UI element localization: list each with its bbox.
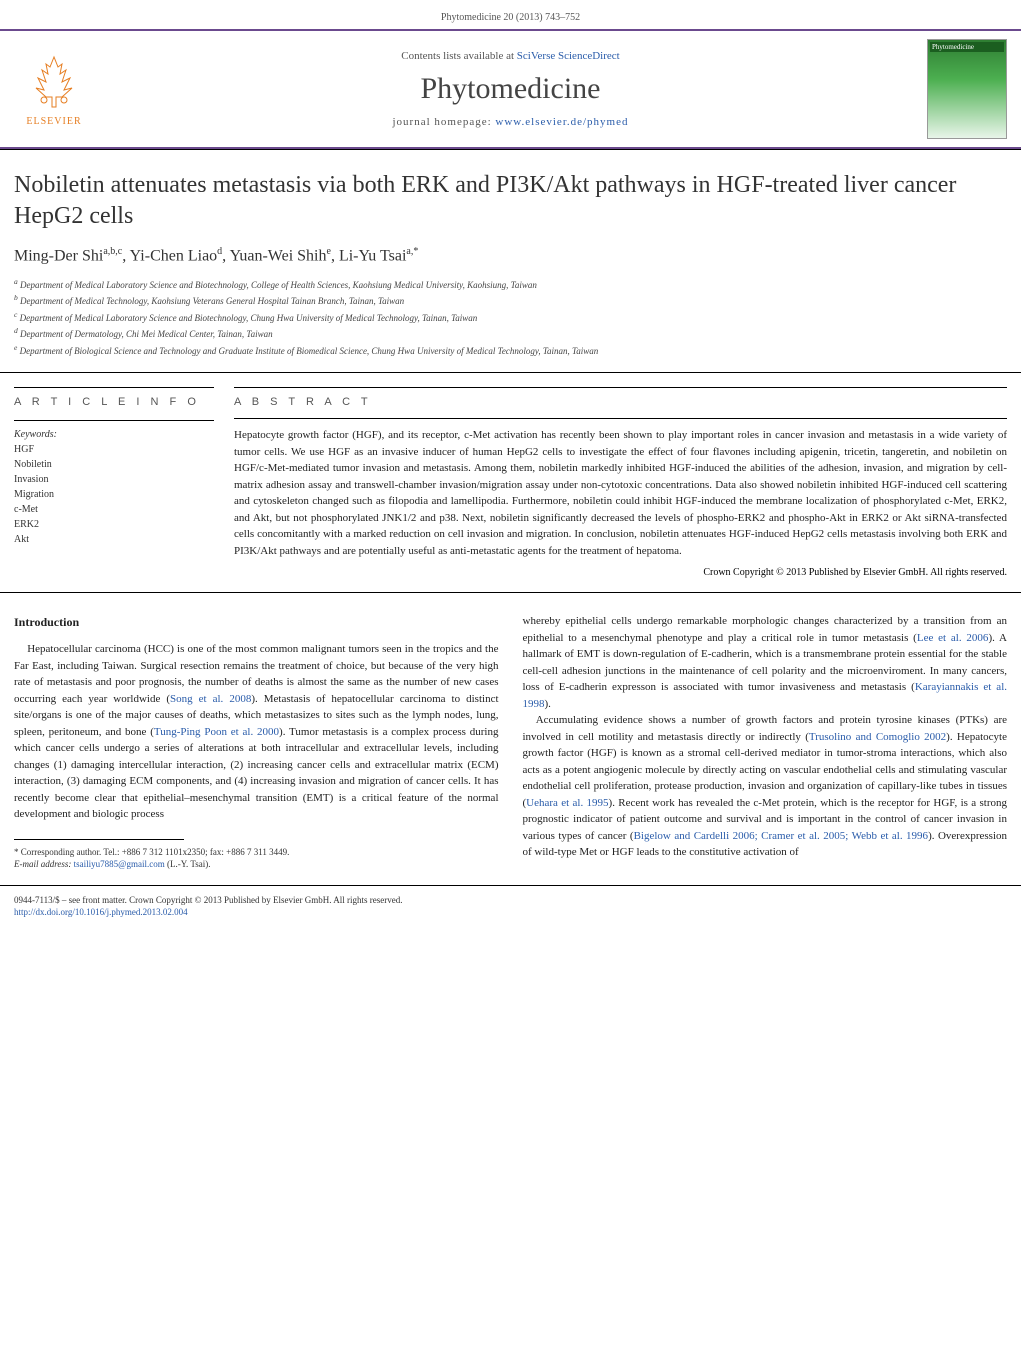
citation-link[interactable]: Lee et al. 2006 (917, 632, 989, 644)
author-sup: a,* (406, 246, 418, 257)
email-label: E-mail address: (14, 859, 74, 869)
citation-link[interactable]: Uehara et al. 1995 (526, 797, 608, 809)
keyword: ERK2 (14, 517, 214, 532)
column-right: whereby epithelial cells undergo remarka… (523, 613, 1008, 871)
introduction-heading: Introduction (14, 613, 499, 631)
keywords-list: HGF Nobiletin Invasion Migration c-Met E… (14, 442, 214, 547)
paragraph: Accumulating evidence shows a number of … (523, 712, 1008, 861)
author: Yi-Chen Liao (130, 248, 218, 265)
corresponding-author-footnote: * Corresponding author. Tel.: +886 7 312… (14, 846, 499, 871)
citation-link[interactable]: Bigelow and Cardelli 2006; Cramer et al.… (634, 830, 928, 842)
page-footer: 0944-7113/$ – see front matter. Crown Co… (0, 885, 1021, 927)
keyword: Migration (14, 487, 214, 502)
body-columns: Introduction Hepatocellular carcinoma (H… (0, 593, 1021, 885)
homepage-line: journal homepage: www.elsevier.de/phymed (94, 116, 927, 128)
homepage-prefix: journal homepage: (392, 116, 495, 128)
elsevier-tree-icon (24, 52, 84, 112)
article-info: A R T I C L E I N F O Keywords: HGF Nobi… (14, 387, 214, 578)
author-sup: e (327, 246, 331, 257)
publisher-name: ELSEVIER (26, 116, 81, 127)
affiliation: e Department of Biological Science and T… (14, 342, 1007, 359)
header-citation: Phytomedicine 20 (2013) 743–752 (0, 0, 1021, 29)
paragraph: Hepatocellular carcinoma (HCC) is one of… (14, 641, 499, 823)
article-title: Nobiletin attenuates metastasis via both… (14, 170, 1007, 232)
author-sup: d (217, 246, 222, 257)
affiliations: a Department of Medical Laboratory Scien… (14, 276, 1007, 359)
citation-link[interactable]: Trusolino and Comoglio 2002 (809, 731, 946, 743)
abstract-heading: A B S T R A C T (234, 396, 1007, 408)
info-abstract-row: A R T I C L E I N F O Keywords: HGF Nobi… (0, 373, 1021, 593)
journal-header: ELSEVIER Contents lists available at Sci… (0, 29, 1021, 149)
footnote-email-line: E-mail address: tsailiyu7885@gmail.com (… (14, 858, 499, 871)
keyword: Nobiletin (14, 457, 214, 472)
abstract-copyright: Crown Copyright © 2013 Published by Else… (234, 567, 1007, 578)
cover-label: Phytomedicine (930, 42, 1004, 52)
journal-name: Phytomedicine (94, 72, 927, 106)
paragraph: whereby epithelial cells undergo remarka… (523, 613, 1008, 712)
authors-line: Ming-Der Shia,b,c, Yi-Chen Liaod, Yuan-W… (14, 246, 1007, 265)
abstract-text: Hepatocyte growth factor (HGF), and its … (234, 427, 1007, 559)
author: Ming-Der Shi (14, 248, 103, 265)
author-sup: a,b,c (103, 246, 122, 257)
author: Yuan-Wei Shih (230, 248, 327, 265)
author: Li-Yu Tsai (339, 248, 406, 265)
email-link[interactable]: tsailiyu7885@gmail.com (74, 859, 165, 869)
publisher-logo: ELSEVIER (14, 44, 94, 134)
citation-link[interactable]: Tung-Ping Poon et al. 2000 (154, 726, 279, 738)
keyword: c-Met (14, 502, 214, 517)
homepage-link[interactable]: www.elsevier.de/phymed (495, 116, 628, 128)
keywords-label: Keywords: (14, 429, 214, 440)
journal-cover-thumbnail: Phytomedicine (927, 39, 1007, 139)
abstract-column: A B S T R A C T Hepatocyte growth factor… (234, 387, 1007, 578)
keyword: Akt (14, 532, 214, 547)
affiliation: a Department of Medical Laboratory Scien… (14, 276, 1007, 293)
keyword: HGF (14, 442, 214, 457)
footer-copyright: 0944-7113/$ – see front matter. Crown Co… (14, 894, 1007, 907)
footnote-contact: * Corresponding author. Tel.: +886 7 312… (14, 846, 499, 859)
article-info-heading: A R T I C L E I N F O (14, 396, 214, 408)
citation-link[interactable]: Song et al. 2008 (170, 693, 251, 705)
affiliation: b Department of Medical Technology, Kaoh… (14, 292, 1007, 309)
column-left: Introduction Hepatocellular carcinoma (H… (14, 613, 499, 871)
sciencedirect-link[interactable]: SciVerse ScienceDirect (517, 50, 620, 62)
affiliation: d Department of Dermatology, Chi Mei Med… (14, 325, 1007, 342)
title-section: Nobiletin attenuates metastasis via both… (0, 149, 1021, 373)
contents-prefix: Contents lists available at (401, 50, 516, 62)
header-center: Contents lists available at SciVerse Sci… (94, 50, 927, 128)
doi-link[interactable]: http://dx.doi.org/10.1016/j.phymed.2013.… (14, 907, 188, 917)
affiliation: c Department of Medical Laboratory Scien… (14, 309, 1007, 326)
keyword: Invasion (14, 472, 214, 487)
footnote-separator (14, 839, 184, 840)
contents-line: Contents lists available at SciVerse Sci… (94, 50, 927, 62)
email-suffix: (L.-Y. Tsai). (165, 859, 211, 869)
